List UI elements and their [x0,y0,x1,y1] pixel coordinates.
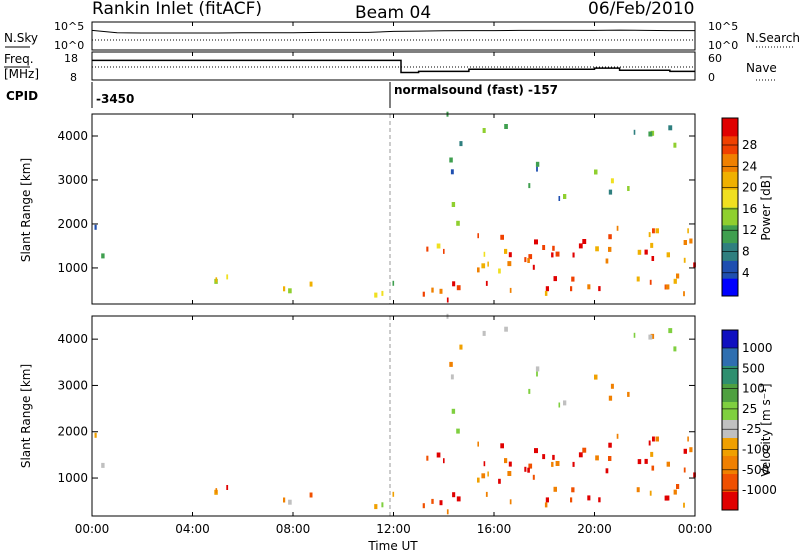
velocity-colorbar-swatch [722,348,738,367]
power-colorbar-tick: 24 [742,159,757,173]
velocity-colorbar-tick: 500 [742,361,765,375]
power-ytick-label: 3000 [57,173,88,187]
cpid-label: CPID [6,89,38,103]
nsky-panel: N.Sky 10^5 10^0 10^5 10^0 N.Search [4,20,800,52]
velocity-ytick-label: 3000 [57,378,88,392]
power-colorbar-swatch [722,260,738,279]
power-colorbar-tick: 16 [742,202,757,216]
velocity-colorbar-swatch [722,330,738,349]
nsky-tick-high: 10^5 [54,20,84,33]
power-colorbar-swatch [722,207,738,226]
freq-label: Freq. [4,52,34,66]
power-colorbar-tick: 20 [742,181,757,195]
cpid-first: -3450 [96,92,134,106]
velocity-colorbar-tick: 100 [742,382,765,396]
power-colorbar-swatch [722,171,738,190]
velocity-ytick-label: 2000 [57,425,88,439]
velocity-colorbar-swatch [722,474,738,493]
freq-tick-high: 18 [64,52,78,65]
power-colorbar-swatch [722,278,738,297]
power-colorbar-tick: 4 [742,266,750,280]
velocity-colorbar-swatch [722,492,738,511]
nave-label: Nave [746,61,777,75]
nsky-tick-low: 10^0 [54,39,84,52]
velocity-colorbar-label: Velocity [m s⁻¹] [759,383,773,476]
power-panel: 4000 3000 2000 1000 [57,111,696,305]
nave-tick-high: 60 [708,52,722,65]
velocity-colorbar: 1000 500 100 25 -25 -100 -500 -1000 [721,329,777,511]
power-ytick-label: 4000 [57,129,88,143]
xtick-label: 04:00 [175,522,210,536]
velocity-colorbar-tick: -100 [742,443,769,457]
beam-title: Beam 04 [355,3,431,23]
velocity-ytick-label: 1000 [57,471,88,485]
velocity-colorbar-tick: -1000 [742,483,777,497]
date-title: 06/Feb/2010 [588,0,694,19]
velocity-colorbar-tick: 25 [742,402,757,416]
velocity-panel: 4000 3000 2000 1000 [57,313,696,517]
power-colorbar-tick: 12 [742,223,757,237]
power-colorbar-swatch [722,118,738,137]
power-colorbar-label: Power [dB] [759,175,773,240]
xtick-label: 20:00 [577,522,612,536]
velocity-colorbar-tick: -500 [742,463,769,477]
xtick-label: 08:00 [276,522,311,536]
velocity-colorbar-tick: -25 [742,422,762,436]
power-colorbar-tick: 28 [742,138,757,152]
velocity-colorbar-tick: 1000 [742,341,773,355]
freq-unit: [MHz] [4,67,39,81]
freq-series-line [92,59,695,74]
cpid-row: CPID -3450 normalsound (fast) -157 [6,82,558,108]
nsky-label: N.Sky [4,31,38,45]
station-title: Rankin Inlet (fitACF) [92,0,262,19]
nsearch-tick-low: 10^0 [708,39,738,52]
power-colorbar-swatch [722,224,738,244]
cpid-second: normalsound (fast) -157 [394,83,558,97]
xtick-label: 00:00 [678,522,713,536]
nsearch-tick-high: 10^5 [708,20,738,33]
velocity-colorbar-swatch [722,384,738,403]
nsky-series-line [91,29,695,34]
xtick-label: 16:00 [477,522,512,536]
power-colorbar-swatch [722,153,738,172]
nsearch-label: N.Search [746,31,800,45]
freq-panel: Freq. [MHz] 18 8 60 0 Nave [4,51,777,84]
power-ytick-label: 2000 [57,217,88,231]
xtick-label: 00:00 [75,522,110,536]
freq-tick-low: 8 [70,71,77,84]
velocity-colorbar-swatch [722,456,738,475]
power-colorbar-tick: 8 [742,245,750,259]
velocity-ytick-label: 4000 [57,332,88,346]
power-colorbar-swatch [722,189,738,208]
nave-tick-low: 0 [708,71,715,84]
power-ytick-label: 1000 [57,261,88,275]
power-ylabel: Slant Range [km] [19,158,33,262]
velocity-colorbar-swatch [722,402,738,421]
velocity-ylabel: Slant Range [km] [19,364,33,468]
power-colorbar: 28 24 20 16 12 8 4 [721,117,757,297]
velocity-colorbar-swatch [722,366,738,385]
xlabel: Time UT [367,539,418,553]
velocity-colorbar-swatch [722,438,738,457]
xtick-label: 12:00 [376,522,411,536]
